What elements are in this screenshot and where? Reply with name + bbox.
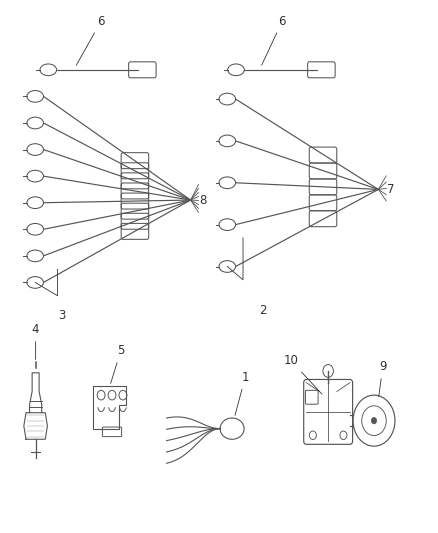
Text: 2: 2 — [259, 304, 266, 317]
Text: 10: 10 — [283, 354, 322, 394]
Text: 3: 3 — [58, 309, 66, 322]
Text: 6: 6 — [261, 14, 286, 65]
Text: 4: 4 — [32, 323, 39, 359]
Text: 6: 6 — [76, 14, 105, 65]
Text: 1: 1 — [235, 371, 249, 415]
Text: 5: 5 — [111, 344, 124, 383]
Circle shape — [371, 417, 377, 424]
Text: 9: 9 — [379, 360, 386, 397]
Text: 7: 7 — [387, 183, 395, 196]
Text: 8: 8 — [199, 193, 207, 207]
